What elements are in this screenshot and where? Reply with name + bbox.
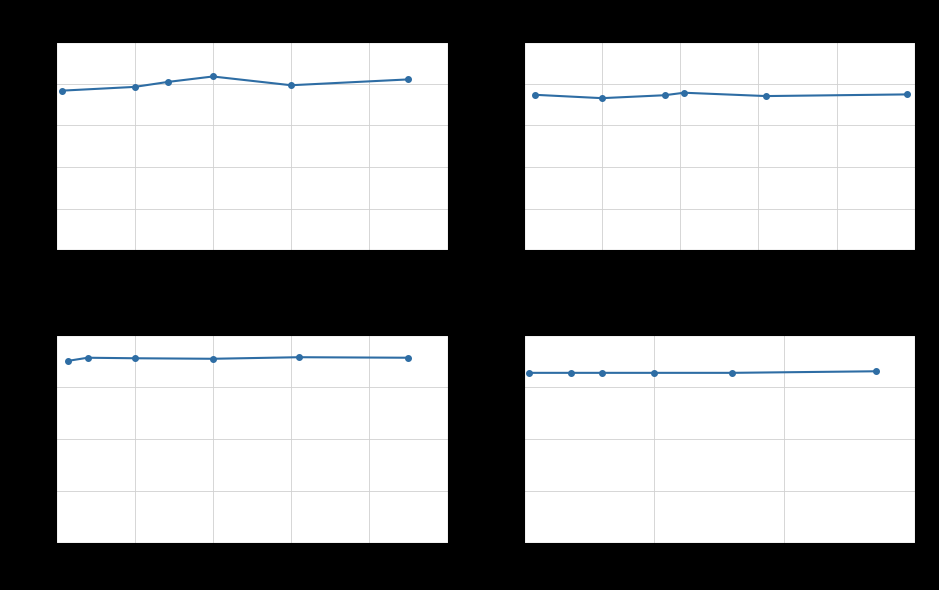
Title: Local Refinement with
Fillet Radius of 1.5 mm on Both Junctions: Local Refinement with Fillet Radius of 1… [548,5,890,38]
Y-axis label: Maximum 1st Principal Stress
(MPa): Maximum 1st Principal Stress (MPa) [473,42,500,250]
X-axis label: Number of Nodes: Number of Nodes [658,278,780,291]
Y-axis label: Maximum 1st Principal Stress
(MPa): Maximum 1st Principal Stress (MPa) [473,335,500,543]
Title: Local Refinement with
Fillet Radius of 1.0 mm on Both Junctions: Local Refinement with Fillet Radius of 1… [81,5,423,38]
Title: Local Refinement with
Fillet Radius of 2 mm on Both Junctions: Local Refinement with Fillet Radius of 2… [89,299,415,331]
Y-axis label: Maximum 1st Prinicpal Stress
(MPa): Maximum 1st Prinicpal Stress (MPa) [6,335,34,543]
Y-axis label: Maximum 1st Principal Stress
(MPa): Maximum 1st Principal Stress (MPa) [6,42,34,250]
Title: Local Refinement with
Fillet Radius of 3 mm on Both Junctions: Local Refinement with Fillet Radius of 3… [556,299,883,331]
X-axis label: Number of Nodes: Number of Nodes [658,572,780,585]
X-axis label: Number of Nodes: Number of Nodes [191,572,313,585]
X-axis label: Number of Nodes: Number of Nodes [191,278,313,291]
